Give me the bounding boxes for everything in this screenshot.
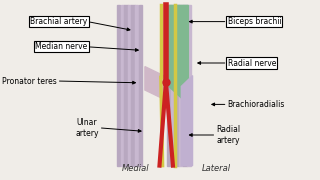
Polygon shape [121, 5, 124, 166]
Polygon shape [169, 5, 188, 104]
Polygon shape [145, 67, 167, 101]
Text: Median nerve: Median nerve [35, 42, 87, 51]
Polygon shape [183, 5, 187, 166]
Polygon shape [135, 5, 139, 166]
Polygon shape [179, 5, 183, 166]
Polygon shape [171, 5, 175, 166]
Polygon shape [181, 76, 193, 166]
Polygon shape [128, 5, 131, 166]
Text: Brachioradialis: Brachioradialis [228, 100, 285, 109]
Polygon shape [175, 5, 179, 166]
Polygon shape [132, 5, 135, 166]
Text: Radial
artery: Radial artery [216, 125, 240, 145]
Text: Radial nerve: Radial nerve [228, 58, 276, 68]
Polygon shape [167, 5, 171, 166]
Text: Biceps brachii: Biceps brachii [228, 17, 281, 26]
Text: Ulnar
artery: Ulnar artery [75, 118, 99, 138]
Polygon shape [124, 5, 128, 166]
Text: Brachial artery: Brachial artery [30, 17, 87, 26]
Text: Lateral: Lateral [202, 164, 231, 173]
Polygon shape [187, 5, 191, 166]
Text: Pronator teres: Pronator teres [2, 76, 57, 86]
Polygon shape [139, 5, 142, 166]
Text: Medial: Medial [121, 164, 149, 173]
Polygon shape [117, 5, 120, 166]
